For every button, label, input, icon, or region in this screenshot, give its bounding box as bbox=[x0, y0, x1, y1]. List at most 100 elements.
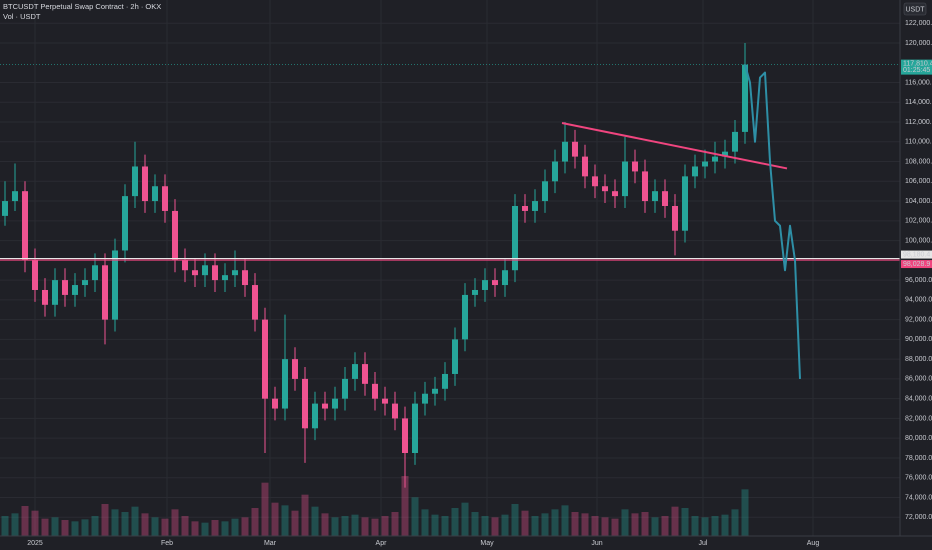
candle-body bbox=[152, 186, 158, 202]
candle-body bbox=[132, 166, 138, 197]
x-tick-label: May bbox=[480, 540, 494, 547]
volume-bar bbox=[401, 476, 409, 536]
candle-body bbox=[192, 270, 198, 276]
volume-bar bbox=[241, 517, 249, 536]
volume-bar bbox=[1, 516, 9, 536]
candle-body bbox=[652, 191, 658, 202]
candle-body bbox=[342, 378, 348, 399]
chart-title: BTCUSDT Perpetual Swap Contract · 2h · O… bbox=[3, 2, 161, 11]
candle-body bbox=[42, 289, 48, 305]
y-tick-label: 72,000.0 bbox=[905, 514, 932, 521]
candle-body bbox=[412, 403, 418, 454]
candle-body bbox=[582, 156, 588, 177]
volume-bar bbox=[131, 506, 139, 536]
currency-label[interactable]: USDT bbox=[905, 6, 925, 13]
y-tick-label: 84,000.0 bbox=[905, 396, 932, 403]
candle-body bbox=[82, 280, 88, 286]
y-tick-label: 102,000.0 bbox=[905, 218, 932, 225]
volume-bar bbox=[541, 513, 549, 536]
y-tick-label: 116,000.0 bbox=[905, 79, 932, 86]
y-tick-label: 112,000.0 bbox=[905, 119, 932, 126]
candle-body bbox=[602, 186, 608, 192]
volume-bar bbox=[521, 510, 529, 536]
currency-button[interactable] bbox=[903, 2, 927, 16]
volume-bar bbox=[601, 517, 609, 536]
volume-bar bbox=[661, 516, 669, 536]
candle-body bbox=[642, 171, 648, 202]
candle-body bbox=[352, 364, 358, 379]
last-price-label: 117,810.4 bbox=[903, 60, 932, 67]
y-tick-label: 110,000.0 bbox=[905, 139, 932, 146]
volume-bar bbox=[411, 497, 419, 536]
volume-bar bbox=[481, 516, 489, 536]
y-tick-label: 82,000.0 bbox=[905, 415, 932, 422]
candle-body bbox=[102, 265, 108, 320]
volume-bar bbox=[491, 517, 499, 536]
x-tick-label: Mar bbox=[264, 540, 277, 547]
volume-bar bbox=[271, 502, 279, 536]
candle-body bbox=[672, 206, 678, 231]
candle-body bbox=[202, 265, 208, 276]
price-axis bbox=[900, 0, 932, 550]
volume-bar bbox=[181, 516, 189, 536]
volume-bar bbox=[511, 504, 519, 536]
y-tick-label: 114,000.0 bbox=[905, 99, 932, 106]
candle-body bbox=[522, 206, 528, 211]
candle-body bbox=[442, 373, 448, 389]
volume-bar bbox=[381, 516, 389, 536]
volume-bar bbox=[731, 509, 739, 536]
candle-body bbox=[682, 176, 688, 231]
candle-body bbox=[252, 285, 258, 320]
volume-bar bbox=[161, 518, 169, 536]
volume-bar bbox=[451, 508, 459, 536]
last-price-tag bbox=[901, 59, 932, 75]
volume-bar bbox=[251, 508, 259, 536]
x-tick-label: Apr bbox=[376, 540, 388, 547]
candle-body bbox=[712, 156, 718, 162]
candle-body bbox=[502, 270, 508, 286]
volume-bar bbox=[71, 521, 79, 536]
candle-body bbox=[232, 270, 238, 276]
y-tick-label: 120,000.0 bbox=[905, 40, 932, 47]
volume-bar bbox=[651, 517, 659, 536]
candle-body bbox=[262, 319, 268, 399]
level-tag bbox=[901, 260, 932, 269]
level-label: 98,028.9 bbox=[903, 261, 930, 268]
volume-bar bbox=[101, 504, 109, 536]
candle-body bbox=[2, 201, 8, 216]
countdown-label: 01:25:45 bbox=[903, 67, 930, 74]
candle-body bbox=[632, 161, 638, 172]
candle-body bbox=[72, 285, 78, 295]
volume-bar bbox=[421, 509, 429, 536]
candle-body bbox=[112, 250, 118, 320]
y-tick-label: 96,000.0 bbox=[905, 277, 932, 284]
candle-body bbox=[482, 280, 488, 290]
candle-body bbox=[372, 383, 378, 399]
candle-body bbox=[422, 393, 428, 404]
candle-body bbox=[662, 191, 668, 207]
volume-bar bbox=[311, 506, 319, 536]
candle-body bbox=[362, 364, 368, 384]
volume-bar bbox=[431, 514, 439, 536]
volume-bar bbox=[321, 513, 329, 536]
volume-bar bbox=[341, 516, 349, 536]
volume-bar bbox=[191, 521, 199, 536]
volume-bar bbox=[51, 517, 59, 536]
volume-bar bbox=[351, 514, 359, 536]
volume-bar bbox=[261, 482, 269, 536]
candle-body bbox=[732, 131, 738, 152]
volume-bar bbox=[741, 489, 749, 536]
level-tag bbox=[901, 250, 932, 259]
candle-body bbox=[452, 339, 458, 374]
candle-body bbox=[512, 206, 518, 271]
volume-bar bbox=[621, 509, 629, 536]
y-tick-label: 104,000.0 bbox=[905, 198, 932, 205]
volume-bar bbox=[361, 517, 369, 536]
volume-bar bbox=[721, 514, 729, 536]
candle-body bbox=[692, 166, 698, 177]
candle-body bbox=[532, 201, 538, 211]
y-tick-label: 86,000.0 bbox=[905, 376, 932, 383]
volume-bar bbox=[211, 520, 219, 536]
volume-bar bbox=[681, 508, 689, 536]
